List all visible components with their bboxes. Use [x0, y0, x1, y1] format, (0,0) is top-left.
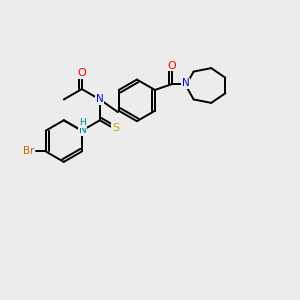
Text: N: N: [182, 78, 190, 88]
Text: N: N: [96, 94, 104, 104]
Text: O: O: [168, 61, 176, 70]
Text: Br: Br: [23, 146, 34, 157]
Text: N: N: [79, 125, 87, 135]
Text: H: H: [79, 118, 86, 127]
Text: S: S: [112, 123, 119, 133]
Text: O: O: [77, 68, 86, 78]
